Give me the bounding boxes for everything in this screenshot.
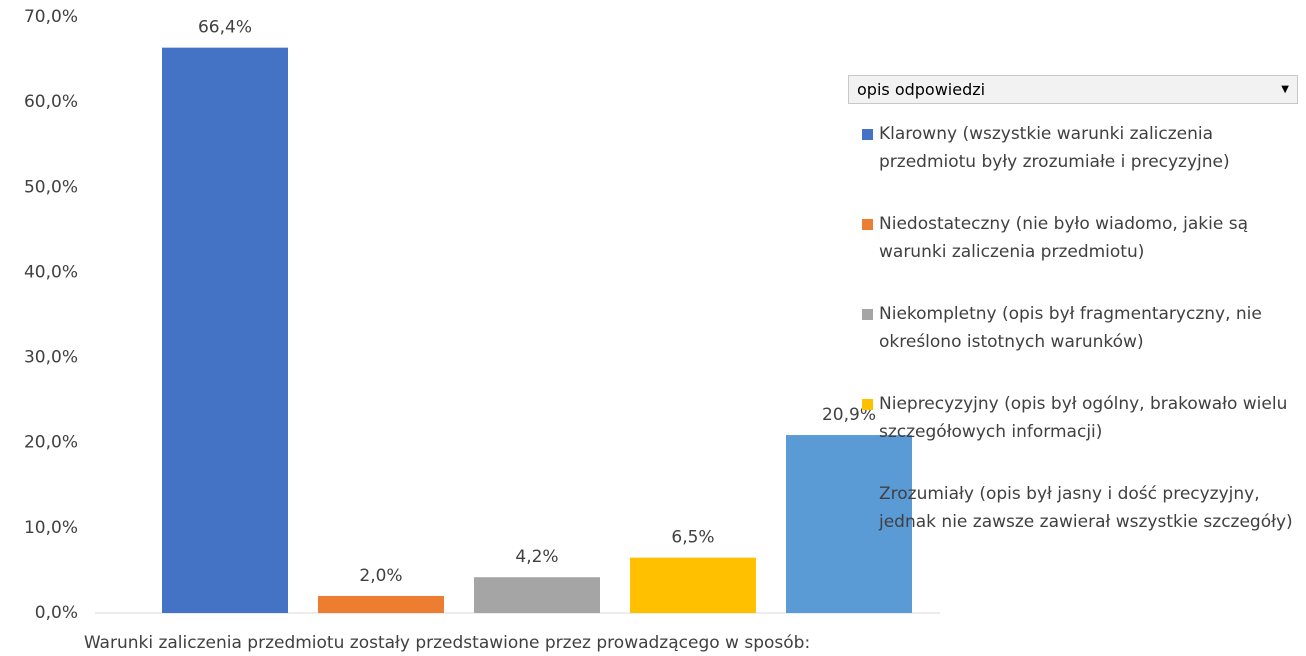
bar — [630, 557, 756, 613]
legend-label: Zrozumiały (opis był jasny i dość precyz… — [879, 484, 1293, 532]
legend-title: opis odpowiedzi — [857, 80, 986, 99]
data-label: 4,2% — [515, 547, 558, 567]
y-tick-label: 70,0% — [24, 7, 78, 27]
data-label: 20,9% — [822, 405, 876, 425]
bar — [162, 47, 288, 613]
legend-item: Zrozumiały (opis był jasny i dość precyz… — [862, 480, 1298, 536]
data-label: 66,4% — [198, 18, 252, 38]
y-tick-label: 60,0% — [24, 92, 78, 112]
legend-filter[interactable]: opis odpowiedzi ▼ — [848, 75, 1298, 104]
y-tick-label: 0,0% — [35, 603, 78, 623]
y-tick-label: 40,0% — [24, 262, 78, 282]
legend: opis odpowiedzi ▼ Klarowny (wszystkie war… — [848, 75, 1298, 536]
bar — [474, 577, 600, 613]
dropdown-arrow[interactable]: ▼ — [1281, 84, 1289, 95]
bar — [318, 595, 444, 613]
y-tick-label: 10,0% — [24, 518, 78, 538]
legend-swatch — [862, 489, 873, 500]
legend-item: Klarowny (wszystkie warunki zaliczenia p… — [862, 120, 1298, 176]
bar — [786, 435, 912, 613]
legend-item: Niedostateczny (nie było wiadomo, jakie … — [862, 210, 1298, 266]
legend-label: Niedostateczny (nie było wiadomo, jakie … — [879, 214, 1248, 262]
legend-swatch — [862, 309, 873, 320]
legend-swatch — [862, 399, 873, 410]
legend-swatch — [862, 219, 873, 230]
y-tick-label: 20,0% — [24, 433, 78, 453]
x-axis-label: Warunki zaliczenia przedmiotu zostały pr… — [84, 633, 810, 653]
legend-item: Niekompletny (opis był fragmentaryczny, … — [862, 300, 1298, 356]
data-label: 2,0% — [359, 566, 402, 586]
legend-label: Nieprecyzyjny (opis był ogólny, brakował… — [879, 394, 1288, 442]
legend-swatch — [862, 129, 873, 140]
legend-label: Klarowny (wszystkie warunki zaliczenia p… — [879, 124, 1230, 172]
y-tick-label: 50,0% — [24, 177, 78, 197]
legend-label: Niekompletny (opis był fragmentaryczny, … — [879, 304, 1262, 352]
data-label: 6,5% — [671, 528, 714, 548]
y-tick-label: 30,0% — [24, 348, 78, 368]
legend-item: Nieprecyzyjny (opis był ogólny, brakował… — [862, 390, 1298, 446]
